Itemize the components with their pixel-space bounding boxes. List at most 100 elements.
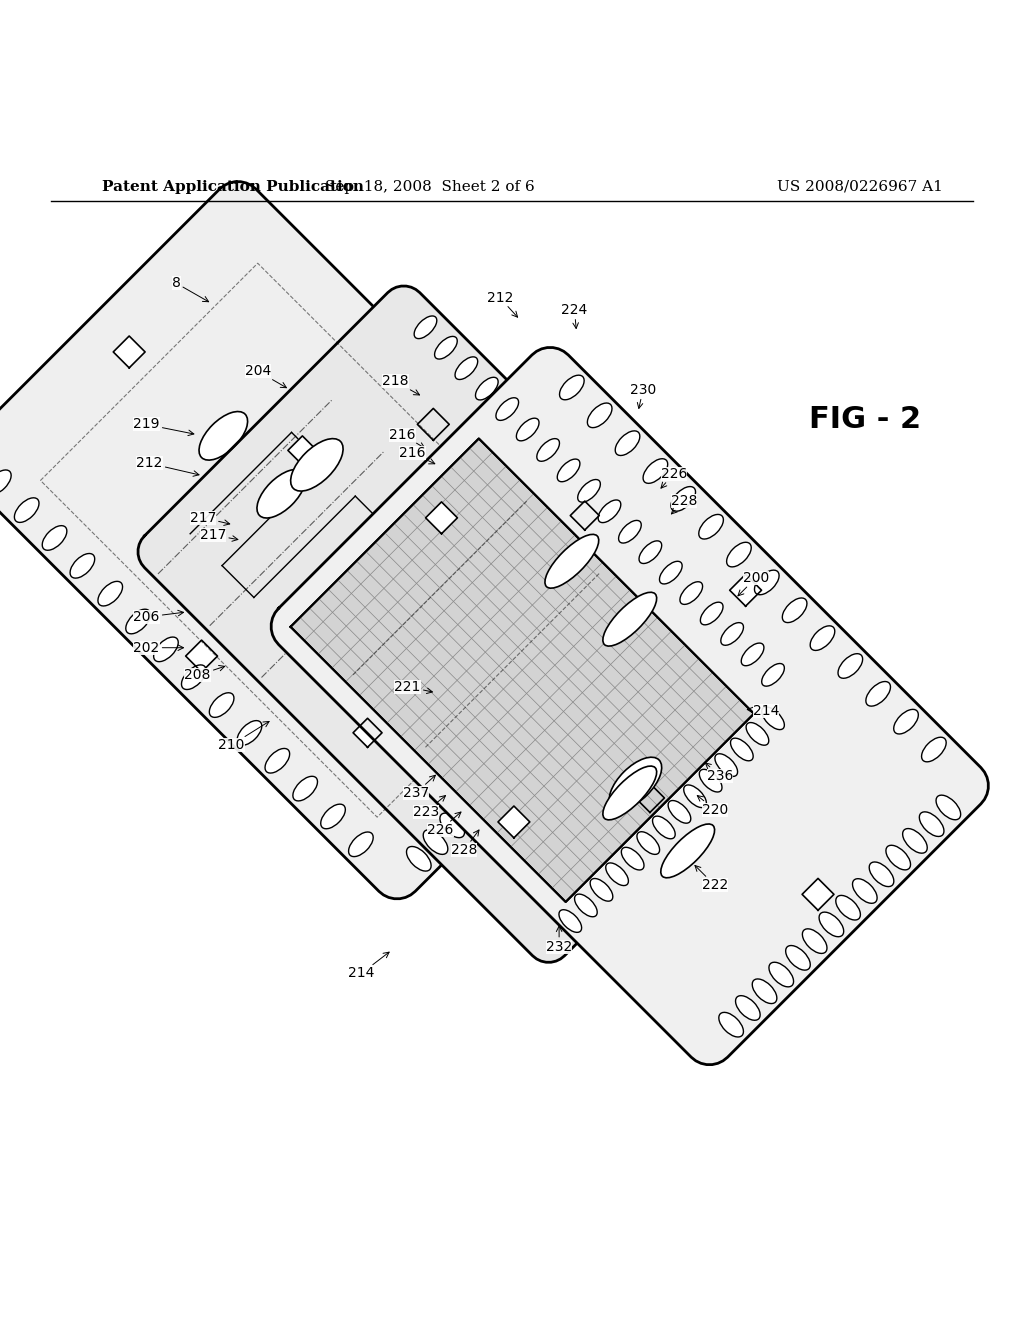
Ellipse shape bbox=[680, 582, 702, 605]
Ellipse shape bbox=[838, 653, 862, 678]
Ellipse shape bbox=[293, 776, 317, 801]
Text: 204: 204 bbox=[245, 364, 287, 388]
Text: 216: 216 bbox=[389, 428, 425, 447]
Ellipse shape bbox=[721, 623, 743, 645]
Ellipse shape bbox=[199, 412, 248, 461]
Ellipse shape bbox=[559, 909, 582, 932]
Ellipse shape bbox=[659, 561, 682, 583]
Text: 223: 223 bbox=[413, 796, 445, 818]
Polygon shape bbox=[288, 436, 316, 465]
Text: US 2008/0226967 A1: US 2008/0226967 A1 bbox=[777, 180, 943, 194]
Ellipse shape bbox=[866, 681, 891, 706]
Text: 208: 208 bbox=[184, 665, 224, 682]
Text: 217: 217 bbox=[200, 528, 238, 543]
Polygon shape bbox=[0, 182, 676, 899]
Ellipse shape bbox=[727, 543, 752, 566]
Text: 220: 220 bbox=[697, 796, 728, 817]
Polygon shape bbox=[730, 574, 762, 606]
Ellipse shape bbox=[42, 525, 67, 550]
Ellipse shape bbox=[209, 693, 233, 717]
Text: 8: 8 bbox=[172, 276, 209, 302]
Ellipse shape bbox=[741, 643, 764, 665]
Text: 214: 214 bbox=[348, 952, 389, 981]
Ellipse shape bbox=[615, 430, 640, 455]
Ellipse shape bbox=[414, 315, 437, 339]
Polygon shape bbox=[489, 713, 521, 744]
Polygon shape bbox=[570, 502, 599, 531]
Ellipse shape bbox=[557, 696, 582, 721]
Ellipse shape bbox=[434, 337, 458, 359]
Text: 236: 236 bbox=[706, 763, 733, 783]
Polygon shape bbox=[353, 718, 382, 747]
Ellipse shape bbox=[407, 846, 431, 871]
Ellipse shape bbox=[545, 535, 599, 589]
Ellipse shape bbox=[869, 862, 894, 887]
Text: 202: 202 bbox=[133, 640, 183, 655]
Ellipse shape bbox=[719, 1012, 743, 1038]
Text: 228: 228 bbox=[671, 494, 697, 513]
Text: 210: 210 bbox=[218, 722, 269, 752]
Ellipse shape bbox=[886, 845, 910, 870]
Ellipse shape bbox=[762, 708, 784, 730]
Text: Patent Application Publication: Patent Application Publication bbox=[102, 180, 365, 194]
Ellipse shape bbox=[762, 664, 784, 686]
Ellipse shape bbox=[590, 879, 612, 902]
Ellipse shape bbox=[700, 602, 723, 624]
Ellipse shape bbox=[523, 730, 548, 754]
Ellipse shape bbox=[588, 403, 612, 428]
Ellipse shape bbox=[782, 598, 807, 623]
Ellipse shape bbox=[330, 543, 378, 590]
Ellipse shape bbox=[668, 800, 691, 824]
Ellipse shape bbox=[618, 520, 641, 543]
Text: 218: 218 bbox=[382, 375, 420, 395]
Ellipse shape bbox=[639, 541, 662, 564]
Ellipse shape bbox=[769, 962, 794, 987]
Ellipse shape bbox=[321, 804, 345, 829]
Text: 222: 222 bbox=[695, 866, 728, 892]
Ellipse shape bbox=[0, 470, 11, 495]
Text: 232: 232 bbox=[546, 927, 572, 954]
Ellipse shape bbox=[387, 599, 436, 648]
Ellipse shape bbox=[496, 397, 518, 420]
Ellipse shape bbox=[609, 758, 662, 809]
Text: 216: 216 bbox=[399, 446, 435, 463]
Ellipse shape bbox=[574, 894, 597, 917]
Ellipse shape bbox=[624, 630, 648, 653]
Ellipse shape bbox=[785, 945, 810, 970]
Ellipse shape bbox=[603, 593, 656, 645]
Ellipse shape bbox=[684, 785, 707, 808]
Ellipse shape bbox=[238, 721, 262, 746]
Ellipse shape bbox=[541, 713, 565, 738]
Ellipse shape bbox=[819, 912, 844, 937]
Text: 212: 212 bbox=[486, 290, 517, 317]
Ellipse shape bbox=[265, 748, 290, 774]
Ellipse shape bbox=[14, 498, 39, 523]
Ellipse shape bbox=[755, 570, 779, 595]
Ellipse shape bbox=[803, 929, 827, 953]
Text: 230: 230 bbox=[630, 383, 656, 408]
Ellipse shape bbox=[699, 770, 722, 792]
Ellipse shape bbox=[643, 459, 668, 483]
Ellipse shape bbox=[894, 709, 919, 734]
Ellipse shape bbox=[473, 780, 498, 804]
Text: 214: 214 bbox=[748, 704, 779, 718]
Ellipse shape bbox=[559, 375, 584, 400]
Ellipse shape bbox=[902, 829, 928, 853]
Ellipse shape bbox=[746, 722, 769, 746]
Ellipse shape bbox=[735, 995, 760, 1020]
Ellipse shape bbox=[98, 581, 123, 606]
Text: 224: 224 bbox=[561, 302, 588, 329]
Ellipse shape bbox=[573, 680, 598, 704]
Ellipse shape bbox=[730, 738, 754, 760]
Text: 237: 237 bbox=[402, 775, 435, 800]
Ellipse shape bbox=[753, 979, 777, 1003]
Ellipse shape bbox=[291, 438, 343, 491]
Ellipse shape bbox=[637, 832, 659, 854]
Text: 217: 217 bbox=[189, 511, 229, 525]
Polygon shape bbox=[185, 640, 217, 672]
Ellipse shape bbox=[652, 816, 675, 838]
Ellipse shape bbox=[490, 763, 515, 788]
Ellipse shape bbox=[660, 824, 715, 878]
Polygon shape bbox=[271, 347, 988, 1065]
Ellipse shape bbox=[810, 626, 835, 651]
